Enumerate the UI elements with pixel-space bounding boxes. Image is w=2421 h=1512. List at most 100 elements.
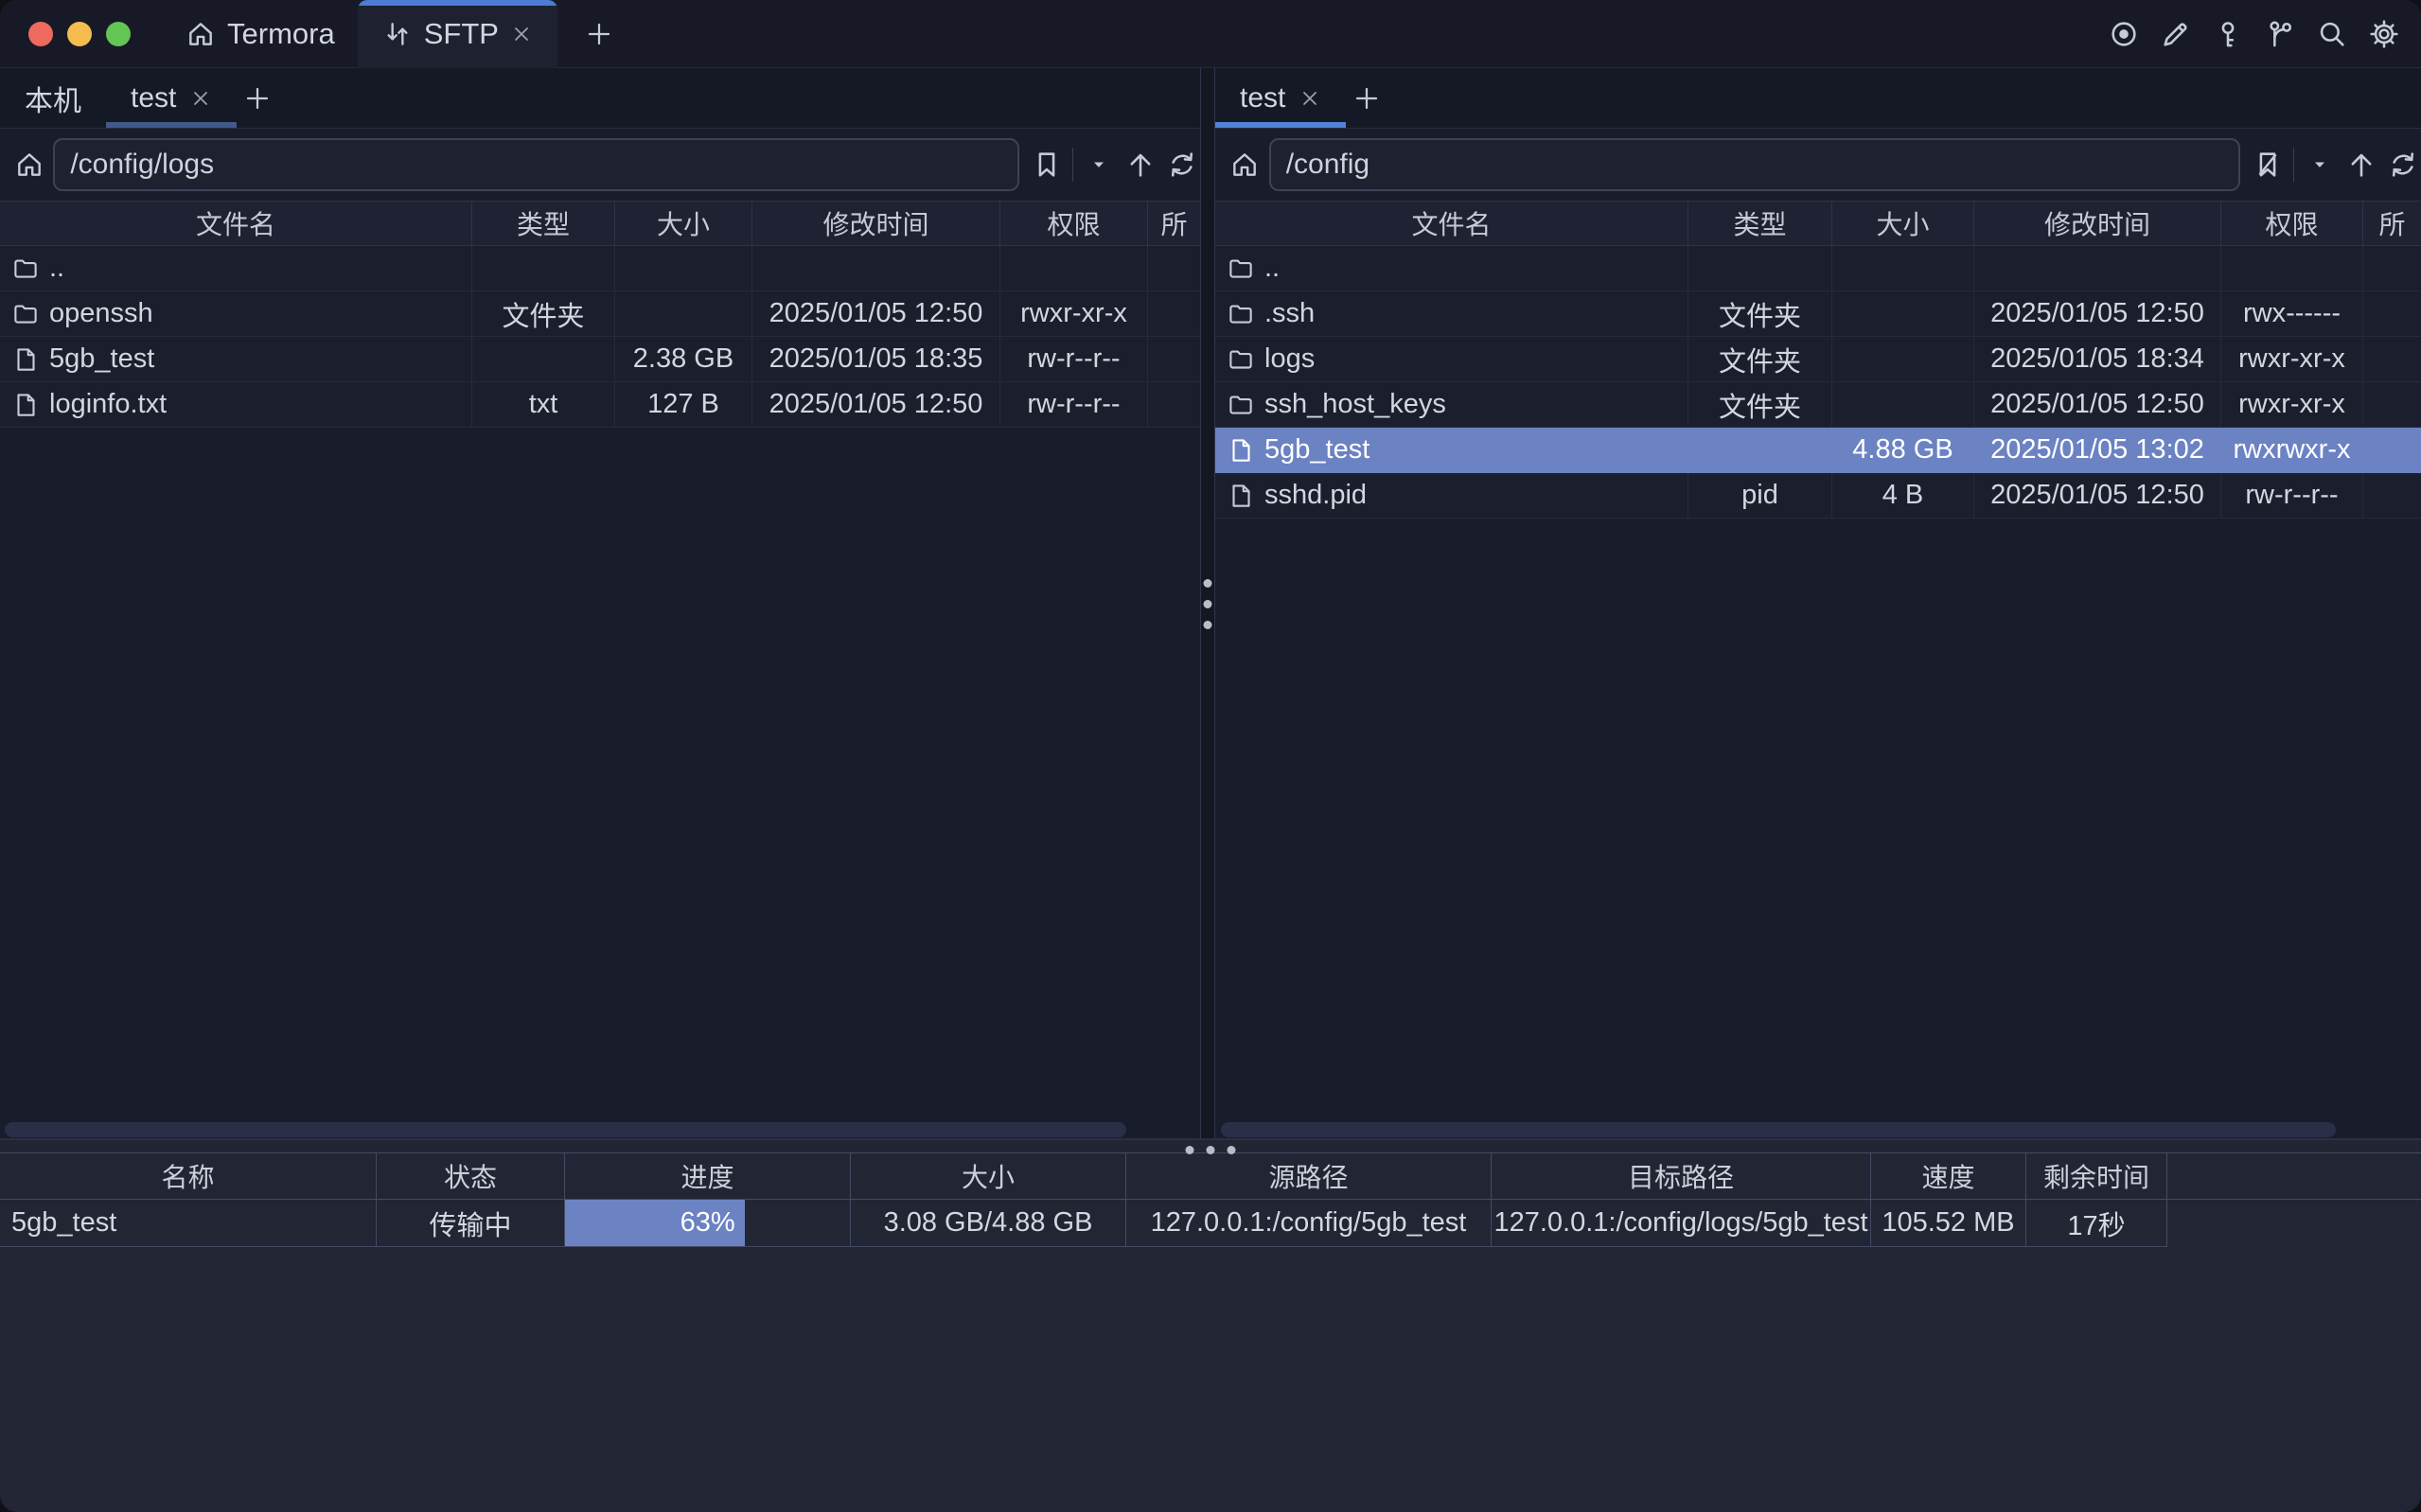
key-icon[interactable] (2210, 16, 2246, 52)
file-type-cell (1688, 428, 1832, 473)
right-refresh-icon[interactable] (2385, 147, 2421, 183)
folder-icon (1229, 349, 1252, 369)
file-modified-cell: 2025/01/05 12:50 (1974, 291, 2221, 337)
folder-icon (14, 304, 37, 324)
new-tab-button[interactable] (578, 0, 620, 67)
file-modified-cell (752, 246, 1000, 291)
file-row[interactable]: ssh_host_keys 文件夹 2025/01/05 12:50 rwxr-xr-… (1215, 382, 2421, 428)
file-row[interactable]: .. (1215, 246, 2421, 291)
tab-termora[interactable]: Termora (178, 0, 343, 68)
transfer-column-source[interactable]: 源路径 (1126, 1153, 1492, 1199)
search-icon[interactable] (2314, 16, 2350, 52)
right-path-input[interactable] (1268, 138, 2240, 191)
record-icon[interactable] (2106, 16, 2142, 52)
transfer-source-cell: 127.0.0.1:/config/5gb_test (1126, 1200, 1492, 1247)
file-row[interactable]: 5gb_test 4.88 GB 2025/01/05 13:02 rwxrwxr-x (1215, 428, 2421, 473)
column-header-size[interactable]: 大小 (1832, 202, 1974, 245)
tab-test-right[interactable]: test (1215, 68, 1347, 128)
left-file-list: .. openssh 文件夹 2025/01/05 12:50 rwxr-xr-x 5gb… (0, 246, 1200, 428)
tab-sftp-close-icon[interactable] (510, 23, 533, 45)
left-path-input[interactable] (53, 138, 1019, 191)
left-horizontal-scrollbar[interactable] (5, 1122, 1126, 1137)
transfer-column-speed[interactable]: 速度 (1871, 1153, 2026, 1199)
file-perm-cell: rw-r--r-- (1000, 382, 1148, 428)
file-row[interactable]: loginfo.txt txt 127 B 2025/01/05 12:50 rw-r-… (0, 382, 1200, 428)
column-header-name[interactable]: 文件名 (1215, 202, 1688, 245)
transfer-size-cell: 3.08 GB/4.88 GB (851, 1200, 1126, 1247)
file-row[interactable]: .ssh 文件夹 2025/01/05 12:50 rwx------ (1215, 291, 2421, 337)
folder-icon (1229, 304, 1252, 324)
transfer-column-target[interactable]: 目标路径 (1492, 1153, 1871, 1199)
column-header-owner[interactable]: 所 (1160, 210, 1188, 239)
right-bookmark-caret-icon[interactable] (2302, 147, 2338, 183)
tab-termora-label: Termora (227, 16, 335, 50)
left-parent-dir-icon[interactable] (1122, 147, 1158, 183)
file-name: ssh_host_keys (1264, 389, 1446, 419)
tab-test-left-close-icon[interactable] (189, 87, 212, 110)
home-icon (186, 19, 216, 49)
column-header-modified[interactable]: 修改时间 (1974, 202, 2221, 245)
right-add-tab-button[interactable] (1346, 68, 1387, 128)
transfer-column-status[interactable]: 状态 (377, 1153, 565, 1199)
transfer-table-header: 名称 状态 进度 大小 源路径 目标路径 速度 剩余时间 (0, 1152, 2421, 1200)
right-home-icon[interactable] (1223, 149, 1266, 180)
column-header-perm[interactable]: 权限 (2221, 202, 2363, 245)
remote-file-pane: test (1215, 68, 2421, 1138)
tab-test-right-close-icon[interactable] (1299, 87, 1321, 110)
branch-icon[interactable] (2262, 16, 2298, 52)
transfer-column-remaining[interactable]: 剩余时间 (2026, 1153, 2167, 1199)
left-add-tab-button[interactable] (237, 68, 278, 128)
column-header-type[interactable]: 类型 (472, 202, 615, 245)
file-row[interactable]: logs 文件夹 2025/01/05 18:34 rwxr-xr-x (1215, 337, 2421, 382)
file-owner-cell (1148, 382, 1200, 428)
left-bookmark-icon[interactable] (1029, 147, 1065, 183)
column-header-owner[interactable]: 所 (2378, 210, 2406, 239)
column-header-size[interactable]: 大小 (615, 202, 752, 245)
file-row[interactable]: sshd.pid pid 4 B 2025/01/05 12:50 rw-r--r-- (1215, 473, 2421, 519)
file-perm-cell: rwxr-xr-x (2221, 382, 2363, 428)
left-home-icon[interactable] (8, 149, 50, 180)
settings-gear-icon[interactable] (2366, 16, 2402, 52)
file-size-cell (1832, 291, 1974, 337)
file-row[interactable]: .. (0, 246, 1200, 291)
transfer-column-progress[interactable]: 进度 (565, 1153, 851, 1199)
file-icon (1232, 438, 1250, 462)
file-perm-cell: rwxr-xr-x (2221, 337, 2363, 382)
zoom-window-button[interactable] (106, 21, 131, 46)
transfer-column-name[interactable]: 名称 (0, 1153, 377, 1199)
column-header-perm[interactable]: 权限 (1000, 202, 1148, 245)
right-toolbar (1215, 129, 2421, 201)
left-pane-tabs: 本机 test (0, 68, 1200, 129)
tab-sftp[interactable]: SFTP (357, 0, 557, 68)
folder-icon (1229, 395, 1252, 414)
minimize-window-button[interactable] (67, 21, 92, 46)
file-name: logs (1264, 343, 1316, 374)
tab-local-machine-label: 本机 (25, 85, 81, 117)
column-header-name[interactable]: 文件名 (0, 202, 472, 245)
file-row[interactable]: openssh 文件夹 2025/01/05 12:50 rwxr-xr-x (0, 291, 1200, 337)
transfer-row[interactable]: 5gb_test 传输中 63% 3.08 GB/4.88 GB 127.0.0.1:/… (0, 1200, 2421, 1247)
file-modified-cell: 2025/01/05 12:50 (752, 291, 1000, 337)
right-horizontal-scrollbar[interactable] (1221, 1122, 2336, 1137)
folder-icon (14, 258, 37, 278)
transfer-column-size[interactable]: 大小 (851, 1153, 1126, 1199)
file-name-cell: sshd.pid (1215, 473, 1688, 519)
column-header-modified[interactable]: 修改时间 (752, 202, 1000, 245)
file-modified-cell: 2025/01/05 18:35 (752, 337, 1000, 382)
edit-icon[interactable] (2158, 16, 2194, 52)
tab-test-left[interactable]: test (106, 68, 238, 128)
toolbar-divider (2293, 148, 2294, 182)
file-icon (17, 347, 35, 371)
right-bookmark-slash-icon[interactable] (2250, 147, 2286, 183)
left-bookmark-caret-icon[interactable] (1081, 147, 1117, 183)
left-refresh-icon[interactable] (1164, 147, 1200, 183)
file-row[interactable]: 5gb_test 2.38 GB 2025/01/05 18:35 rw-r--r-- (0, 337, 1200, 382)
close-window-button[interactable] (28, 21, 53, 46)
file-name: loginfo.txt (49, 389, 168, 419)
transfer-splitter-handle[interactable] (1185, 1146, 1236, 1154)
right-parent-dir-icon[interactable] (2343, 147, 2379, 183)
pane-splitter[interactable] (1200, 68, 1215, 1138)
column-header-type[interactable]: 类型 (1688, 202, 1832, 245)
file-modified-cell: 2025/01/05 18:34 (1974, 337, 2221, 382)
tab-local-machine[interactable]: 本机 (0, 68, 106, 128)
